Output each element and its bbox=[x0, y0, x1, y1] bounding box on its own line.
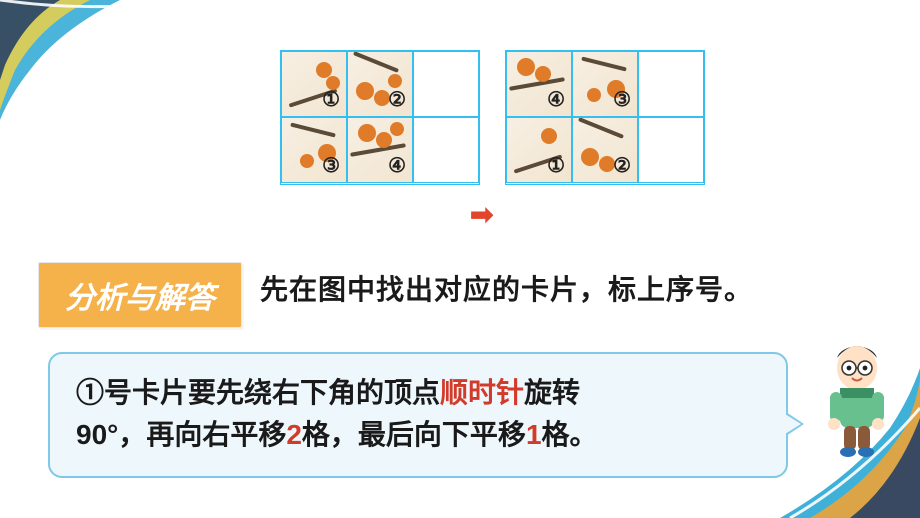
right-label-3: ① bbox=[547, 153, 565, 178]
callout-line2-b: 格，最后向下平移 bbox=[302, 419, 526, 450]
left-label-4: ④ bbox=[388, 153, 406, 178]
puzzle-area: ① ② ③ bbox=[280, 40, 720, 220]
right-empty-bottom bbox=[638, 117, 704, 183]
callout-line2-hl1: 2 bbox=[286, 419, 302, 450]
puzzle-grid-left: ① ② ③ bbox=[280, 50, 480, 185]
left-cell-4: ④ bbox=[347, 117, 413, 183]
boy-avatar-icon bbox=[812, 338, 902, 458]
left-label-1: ① bbox=[322, 87, 340, 112]
left-empty-bottom bbox=[413, 117, 479, 183]
left-cell-2: ② bbox=[347, 51, 413, 117]
right-cell-4: ② bbox=[572, 117, 638, 183]
right-empty-top bbox=[638, 51, 704, 117]
analysis-tag: 分析与解答 bbox=[38, 262, 242, 328]
arrow-icon: ➡ bbox=[470, 198, 493, 231]
left-label-3: ③ bbox=[322, 153, 340, 178]
left-cell-3: ③ bbox=[281, 117, 347, 183]
right-label-1: ④ bbox=[547, 87, 565, 112]
left-label-2: ② bbox=[388, 87, 406, 112]
callout-line1-b: 旋转 bbox=[524, 377, 580, 408]
left-cell-1: ① bbox=[281, 51, 347, 117]
explanation-callout: ①号卡片要先绕右下角的顶点顺时针旋转 90°，再向右平移2格，最后向下平移1格。 bbox=[48, 352, 788, 478]
analysis-tag-text: 分析与解答 bbox=[65, 282, 215, 315]
slide-root: ① ② ③ bbox=[0, 0, 920, 518]
callout-line2-hl2: 1 bbox=[526, 419, 542, 450]
callout-line2-c: 格。 bbox=[542, 419, 598, 450]
callout-line1-a: ①号卡片要先绕右下角的顶点 bbox=[76, 377, 440, 408]
right-label-4: ② bbox=[613, 153, 631, 178]
lead-sentence: 先在图中找出对应的卡片，标上序号。 bbox=[260, 268, 753, 308]
right-cell-2: ③ bbox=[572, 51, 638, 117]
puzzle-grid-right: ④ ③ ① bbox=[505, 50, 705, 185]
right-cell-3: ① bbox=[506, 117, 572, 183]
callout-line1-hl: 顺时针 bbox=[440, 377, 524, 408]
corner-top-left-decoration bbox=[0, 0, 180, 120]
callout-line2-a: 90°，再向右平移 bbox=[76, 419, 286, 450]
right-cell-1: ④ bbox=[506, 51, 572, 117]
right-label-2: ③ bbox=[613, 87, 631, 112]
left-empty-top bbox=[413, 51, 479, 117]
